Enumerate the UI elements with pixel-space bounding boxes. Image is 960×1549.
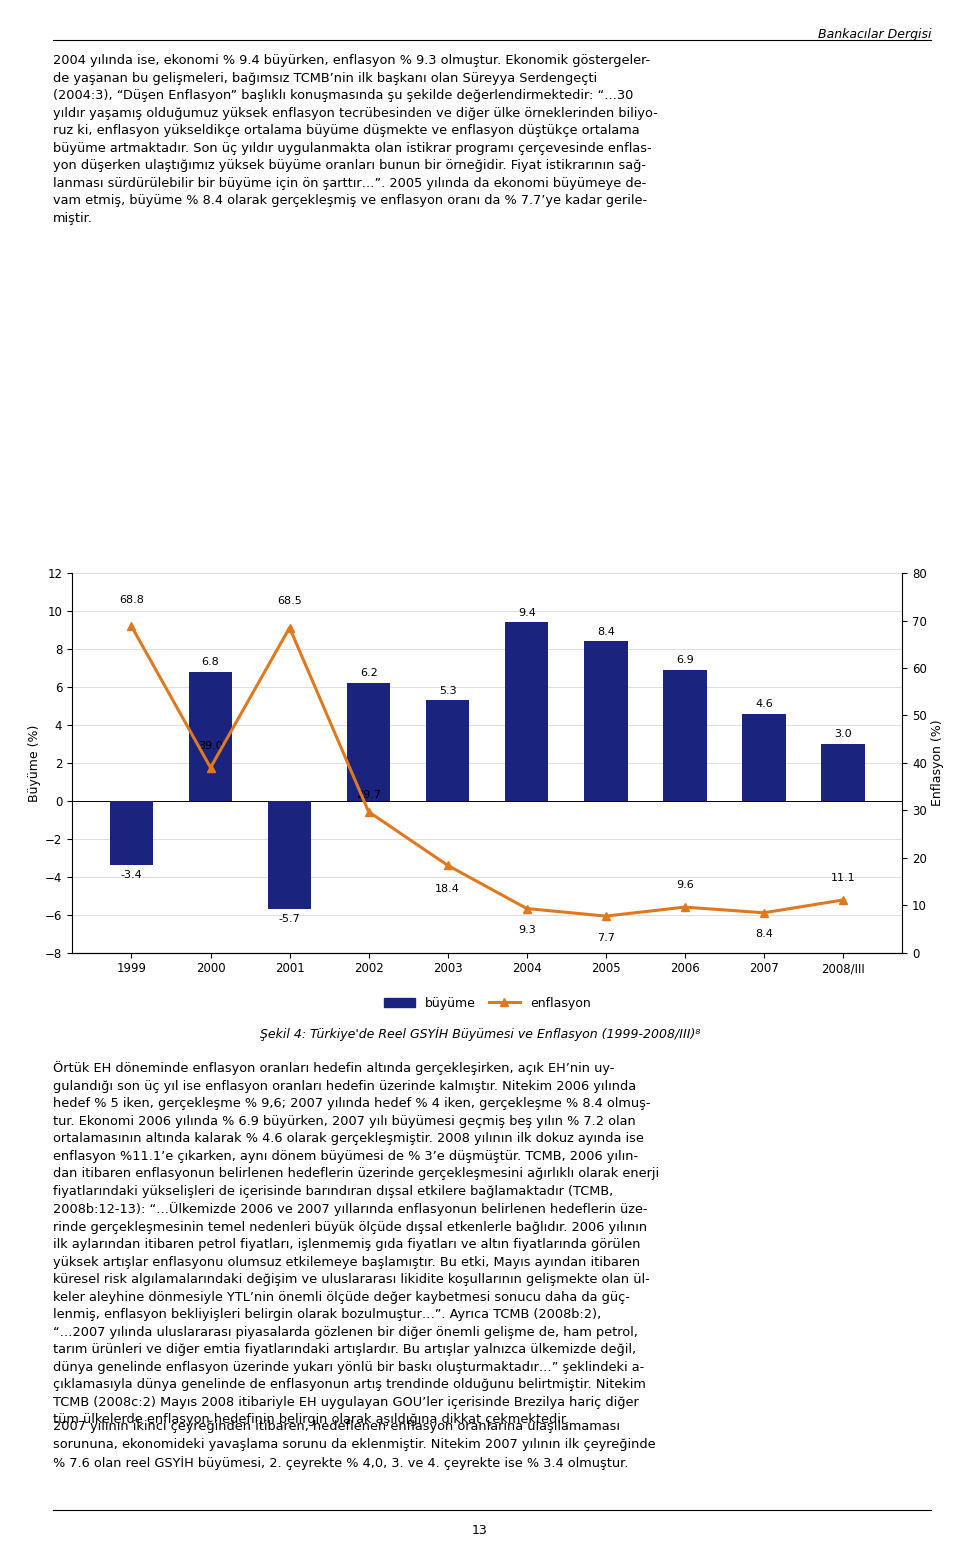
Bar xyxy=(821,744,865,801)
Text: 7.7: 7.7 xyxy=(597,932,614,943)
Text: 9.3: 9.3 xyxy=(517,925,536,936)
Bar xyxy=(347,683,391,801)
Text: 6.9: 6.9 xyxy=(676,655,694,665)
Text: 3.0: 3.0 xyxy=(834,730,852,739)
Bar xyxy=(426,700,469,801)
Text: 18.4: 18.4 xyxy=(435,884,460,894)
Text: 5.3: 5.3 xyxy=(439,686,457,696)
Text: 2007 yılının ikinci çeyreğinden itibaren, hedeflenen enflasyon oranlarına ulaşıl: 2007 yılının ikinci çeyreğinden itibaren… xyxy=(53,1420,656,1470)
Text: -5.7: -5.7 xyxy=(278,914,300,923)
Bar xyxy=(505,623,548,801)
Y-axis label: Enflasyon (%): Enflasyon (%) xyxy=(931,720,945,805)
Text: 9.4: 9.4 xyxy=(517,607,536,618)
Bar xyxy=(109,801,154,866)
Text: Şekil 4: Türkiye'de Reel GSYİH Büyümesi ve Enflasyon (1999-2008/III)⁸: Şekil 4: Türkiye'de Reel GSYİH Büyümesi … xyxy=(260,1027,700,1041)
Text: 8.4: 8.4 xyxy=(755,929,773,939)
Bar xyxy=(663,669,707,801)
Text: 4.6: 4.6 xyxy=(755,699,773,709)
Bar xyxy=(268,801,311,909)
Text: 8.4: 8.4 xyxy=(597,627,614,637)
Text: 68.8: 68.8 xyxy=(119,595,144,606)
Y-axis label: Büyüme (%): Büyüme (%) xyxy=(28,725,40,801)
Text: 13: 13 xyxy=(472,1524,488,1537)
Bar xyxy=(584,641,628,801)
Bar xyxy=(189,672,232,801)
Text: 2004 yılında ise, ekonomi % 9.4 büyürken, enflasyon % 9.3 olmuştur. Ekonomik gös: 2004 yılında ise, ekonomi % 9.4 büyürken… xyxy=(53,54,658,225)
Text: 29.7: 29.7 xyxy=(356,790,381,799)
Legend: büyüme, enflasyon: büyüme, enflasyon xyxy=(379,991,595,1015)
Text: 9.6: 9.6 xyxy=(676,880,694,891)
Bar xyxy=(742,714,785,801)
Text: 68.5: 68.5 xyxy=(277,596,302,606)
Text: -3.4: -3.4 xyxy=(121,871,142,880)
Text: 6.8: 6.8 xyxy=(202,657,220,668)
Text: 11.1: 11.1 xyxy=(830,874,855,883)
Text: 39.0: 39.0 xyxy=(198,740,223,751)
Text: Bankacılar Dergisi: Bankacılar Dergisi xyxy=(818,28,931,40)
Text: Örtük EH döneminde enflasyon oranları hedefin altında gerçekleşirken, açık EH’ni: Örtük EH döneminde enflasyon oranları he… xyxy=(53,1061,659,1427)
Text: 6.2: 6.2 xyxy=(360,669,377,678)
